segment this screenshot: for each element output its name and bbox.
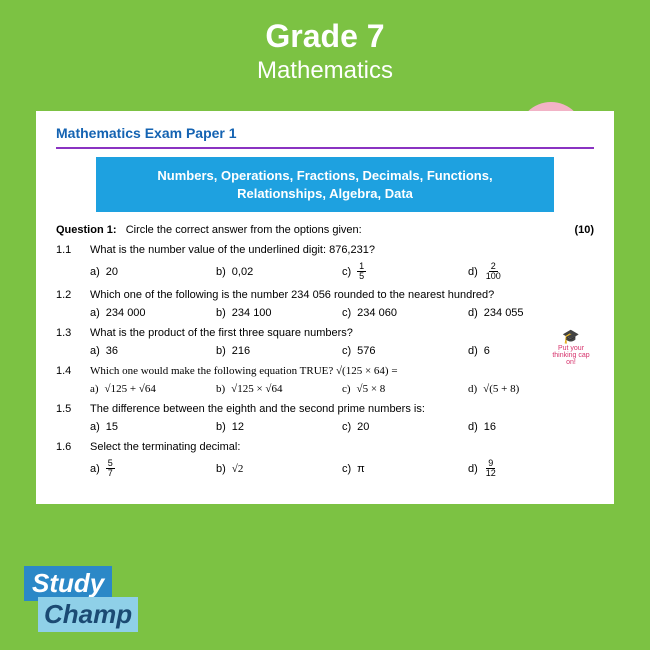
q-1-5: 1.5The difference between the eighth and… [56,403,594,415]
subject-title: Mathematics [0,57,650,85]
thinking-cap-icon: 🎓 [548,328,594,345]
question-header: Question 1: Circle the correct answer fr… [56,224,594,236]
opts-1-2: a)234 000 b)234 100 c)234 060 d)234 055 [56,307,594,319]
thinking-cap-badge: 🎓 Put your thinking cap on! [548,328,594,366]
grade-title: Grade 7 [0,18,650,55]
thinking-cap-text: Put your thinking cap on! [548,345,594,366]
q-1-2: 1.2Which one of the following is the num… [56,289,594,301]
opts-1-6: a)57 b)√2 c)π d)912 [56,459,594,478]
studychamp-logo: Study Champ [24,566,154,632]
logo-champ: Champ [38,597,138,632]
logo-study: Study [24,566,112,601]
q-instruction: Circle the correct answer from the optio… [126,224,362,236]
paper-title: Mathematics Exam Paper 1 [56,125,594,141]
q-1-6: 1.6Select the terminating decimal: [56,441,594,453]
q-1-1: 1.1What is the number value of the under… [56,244,594,256]
page-header: Grade 7 Mathematics [0,0,650,97]
opts-1-3: a)36 b)216 c)576 d)6 [56,345,594,357]
opts-1-1: a)20 b)0,02 c)15 d)2100 [56,262,594,281]
q-marks: (10) [574,224,594,236]
divider [56,147,594,149]
exam-paper: Mathematics Exam Paper 1 Numbers, Operat… [36,111,614,504]
q-1-4: 1.4Which one would make the following eq… [56,365,594,377]
opts-1-5: a)15 b)12 c)20 d)16 [56,421,594,433]
opts-1-4: a)√125 + √64 b)√125 × √64 c)√5 × 8 d)√(5… [56,383,594,395]
q-1-3: 1.3What is the product of the first thre… [56,327,594,339]
q-label: Question 1: [56,224,117,236]
topics-box: Numbers, Operations, Fractions, Decimals… [96,157,554,212]
